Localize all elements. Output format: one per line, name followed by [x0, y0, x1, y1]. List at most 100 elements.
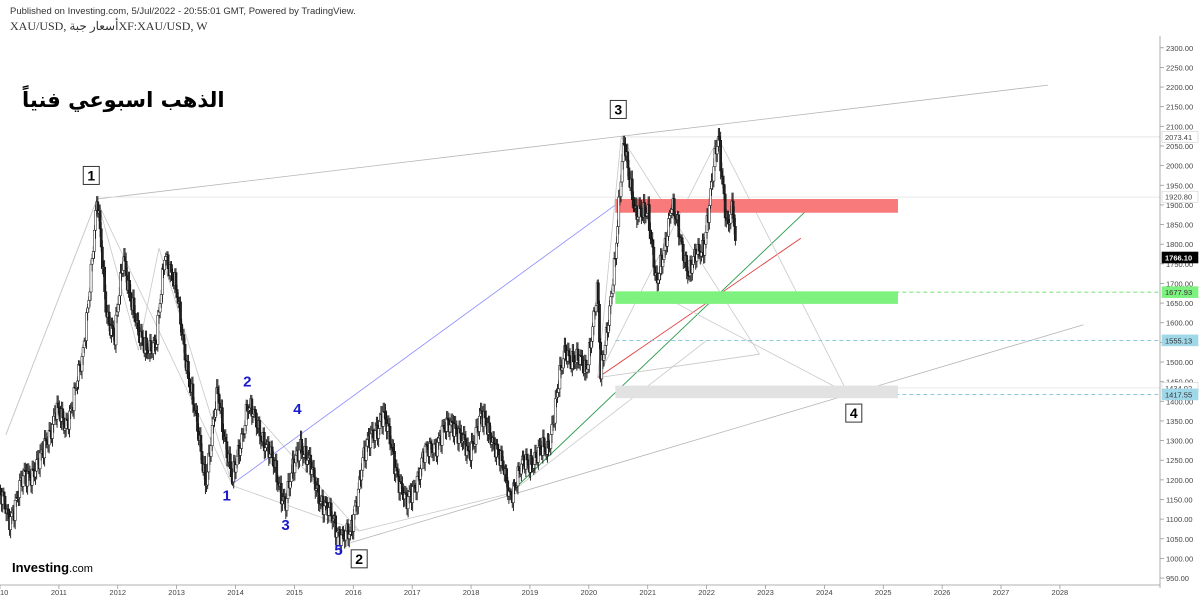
- price-tick-label: 2150.00: [1166, 103, 1193, 112]
- candle-body: [734, 226, 737, 241]
- zigzag-line: [5, 198, 98, 435]
- zone-support: [615, 291, 898, 304]
- sub-wave-label: 1: [223, 488, 231, 505]
- chart-title-arabic: الذهب اسبوعي فنياً: [22, 88, 225, 112]
- price-tick-label: 1500.00: [1166, 358, 1193, 367]
- price-tick-label: 2000.00: [1166, 162, 1193, 171]
- projection-line: [597, 136, 622, 378]
- time-tick-label: 2028: [1052, 588, 1069, 597]
- time-tick-label: 2019: [522, 588, 539, 597]
- time-tick-label: 2010: [0, 588, 8, 597]
- price-tick-label: 1600.00: [1166, 319, 1193, 328]
- sub-wave-label: 3: [281, 517, 289, 534]
- red-trend-line: [597, 237, 802, 379]
- time-tick-label: 2015: [286, 588, 303, 597]
- price-tick-label: 2300.00: [1166, 44, 1193, 53]
- zigzag-line: [96, 198, 139, 351]
- time-tick-label: 2017: [404, 588, 421, 597]
- price-tag-label: 1555.13: [1165, 336, 1192, 345]
- projection-line: [653, 290, 849, 394]
- wave-box: [845, 403, 863, 423]
- price-tick-label: 1100.00: [1166, 515, 1193, 524]
- time-tick-label: 2023: [757, 588, 774, 597]
- price-tag: [1161, 251, 1199, 264]
- price-tag: [1161, 190, 1199, 203]
- price-tag-label: 1434.02: [1165, 384, 1192, 393]
- zone-resistance: [615, 199, 898, 213]
- trend-lines: [5, 84, 1160, 544]
- candles: [0, 128, 737, 554]
- symbol-label: XAU/USD, أسعار جبةXF:XAU/USD, W: [10, 19, 208, 33]
- wave-box: [609, 99, 627, 119]
- price-tag: [1161, 286, 1199, 298]
- channel-top-line: [97, 84, 1049, 200]
- price-tick-label: 1350.00: [1166, 417, 1193, 426]
- projection-line: [597, 137, 719, 378]
- price-tick-label: 2050.00: [1166, 142, 1193, 151]
- time-tick-label: 2011: [51, 588, 67, 597]
- price-tick-label: 1200.00: [1166, 476, 1193, 485]
- zigzag-line: [359, 493, 510, 532]
- price-tick-label: 1150.00: [1166, 496, 1193, 505]
- logo-brand: Investing: [12, 560, 70, 575]
- zigzag-line: [232, 485, 360, 532]
- price-tick-label: 1700.00: [1166, 279, 1193, 288]
- time-tick-label: 2012: [109, 588, 126, 597]
- price-tick-label: 1650.00: [1166, 299, 1193, 308]
- price-tick-label: 1000.00: [1166, 554, 1193, 563]
- wave-label: 2: [355, 551, 363, 567]
- price-tick-label: 1050.00: [1166, 535, 1193, 544]
- price-tick-label: 1800.00: [1166, 240, 1193, 249]
- price-tag-label: 1417.55: [1165, 390, 1192, 399]
- wave-labels: 1 2 3 4 2 4 1 3 5: [82, 99, 863, 569]
- price-tag-label: 1920.80: [1165, 193, 1192, 202]
- time-tick-label: 2026: [934, 588, 951, 597]
- price-tick-label: 1900.00: [1166, 201, 1193, 210]
- zigzag-line: [158, 247, 233, 486]
- time-tick-label: 2020: [580, 588, 597, 597]
- price-tick-label: 1750.00: [1166, 260, 1193, 269]
- wave-box: [350, 549, 368, 569]
- price-tag: [1161, 130, 1199, 143]
- price-tick-label: 2200.00: [1166, 83, 1193, 92]
- time-tick-label: 2027: [993, 588, 1010, 597]
- time-tick-label: 2014: [227, 588, 244, 597]
- time-tick-label: 2025: [875, 588, 892, 597]
- price-tick-label: 1850.00: [1166, 221, 1193, 230]
- time-axis: 2010 2011 2012 2013 2014 2015 2016 2017 2018 2019…: [0, 584, 1160, 597]
- published-note: Published on Investing.com, 5/Jul/2022 -…: [10, 6, 356, 17]
- sub-wave-label: 5: [334, 542, 342, 559]
- projection-line: [718, 137, 849, 394]
- time-tick-label: 2021: [639, 588, 656, 597]
- time-tick-label: 2022: [698, 588, 715, 597]
- zones: [615, 199, 898, 399]
- logo-suffix: .com: [69, 563, 93, 575]
- price-tick-label: 2100.00: [1166, 122, 1193, 131]
- price-axis: 950.00 1000.00 1050.00 1100.00 1150.00 1200.0…: [1159, 36, 1199, 588]
- price-tick-label: 2250.00: [1166, 63, 1193, 72]
- projection-line: [620, 136, 760, 355]
- price-tag-label: 1766.10: [1165, 254, 1192, 263]
- price-tag: [1161, 388, 1199, 401]
- price-tick-label: 1400.00: [1166, 397, 1193, 406]
- candle-body: [598, 304, 601, 343]
- price-tick-label: 1300.00: [1166, 437, 1193, 446]
- zigzag-line: [509, 340, 707, 494]
- projection-line: [597, 353, 760, 379]
- time-tick-label: 2016: [345, 588, 362, 597]
- channel-bottom-line: [350, 324, 1084, 544]
- wave-label: 1: [87, 167, 95, 183]
- sub-wave-label: 4: [293, 401, 302, 418]
- wave-box: [82, 165, 100, 185]
- sub-wave-label: 2: [243, 374, 251, 391]
- price-tag: [1161, 334, 1199, 347]
- zigzag-line: [247, 404, 360, 532]
- zigzag-line: [96, 200, 233, 486]
- wave-label: 3: [614, 101, 622, 117]
- green-trend-line: [509, 198, 819, 494]
- time-tick-label: 2013: [168, 588, 185, 597]
- zone-target: [615, 385, 898, 399]
- price-tick-label: 1950.00: [1166, 181, 1193, 190]
- investing-logo: Investing.com: [12, 560, 93, 575]
